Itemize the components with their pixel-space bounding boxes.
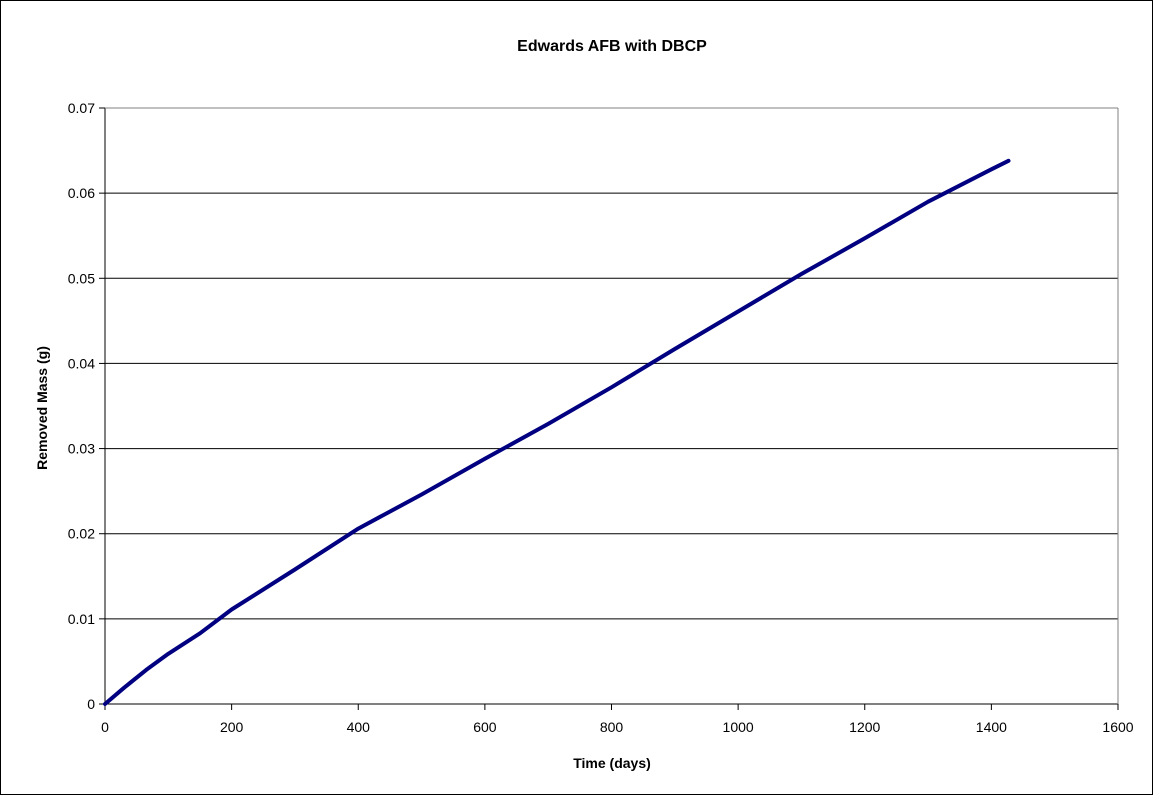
- y-tick-label: 0.04: [68, 355, 95, 371]
- y-tick-label: 0: [87, 696, 95, 712]
- x-tick-label: 1600: [1102, 719, 1133, 735]
- chart-title: Edwards AFB with DBCP: [517, 38, 707, 55]
- x-tick-label: 1000: [723, 719, 754, 735]
- x-tick-label: 0: [101, 719, 109, 735]
- x-tick-label: 800: [600, 719, 624, 735]
- x-tick-label: 600: [473, 719, 497, 735]
- y-axis-title: Removed Mass (g): [34, 346, 50, 470]
- gridlines: [105, 107, 1118, 620]
- x-tick-label: 400: [347, 719, 371, 735]
- x-tick-label: 200: [220, 719, 244, 735]
- axes: [99, 107, 1119, 710]
- y-tick-label: 0.03: [68, 441, 95, 457]
- series-layer: [103, 158, 1011, 706]
- y-tick-label: 0.07: [68, 100, 95, 116]
- y-tick-label: 0.02: [68, 526, 95, 542]
- y-tick-label: 0.05: [68, 270, 95, 286]
- x-axis-title: Time (days): [573, 755, 651, 771]
- x-tick-label: 1400: [976, 719, 1007, 735]
- y-tick-label: 0.06: [68, 185, 95, 201]
- series-line: [103, 158, 1011, 706]
- tick-labels: 0 0.01 0.02 0.03 0.04 0.05 0.06 0.07 0 200 400 600 8…: [68, 100, 1134, 735]
- y-tick-label: 0.01: [68, 611, 95, 627]
- x-tick-label: 1200: [849, 719, 880, 735]
